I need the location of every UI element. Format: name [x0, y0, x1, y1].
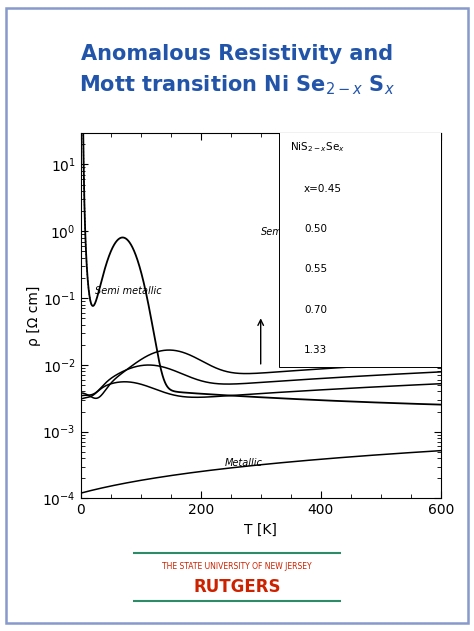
Y-axis label: ρ [Ω cm]: ρ [Ω cm]	[27, 285, 41, 346]
Text: Anomalous Resistivity and: Anomalous Resistivity and	[81, 44, 393, 64]
Text: NiS$_{2-x}$Se$_x$: NiS$_{2-x}$Se$_x$	[290, 140, 345, 153]
Text: Semi metallic: Semi metallic	[95, 286, 162, 295]
Text: 0.70: 0.70	[304, 305, 327, 314]
Text: THE STATE UNIVERSITY OF NEW JERSEY: THE STATE UNIVERSITY OF NEW JERSEY	[162, 562, 312, 570]
Text: Mott transition Ni Se$_{2-x}$ S$_x$: Mott transition Ni Se$_{2-x}$ S$_x$	[79, 73, 395, 97]
FancyBboxPatch shape	[279, 129, 445, 367]
Text: 0.55: 0.55	[304, 264, 327, 274]
Text: 1.33: 1.33	[304, 345, 327, 355]
Text: Metallic: Metallic	[225, 457, 263, 468]
Text: x=0.45: x=0.45	[304, 184, 342, 194]
Text: 0.50: 0.50	[304, 224, 327, 234]
X-axis label: T [K]: T [K]	[244, 523, 277, 537]
Text: Semiconducting: Semiconducting	[261, 227, 339, 237]
Text: RUTGERS: RUTGERS	[193, 578, 281, 596]
